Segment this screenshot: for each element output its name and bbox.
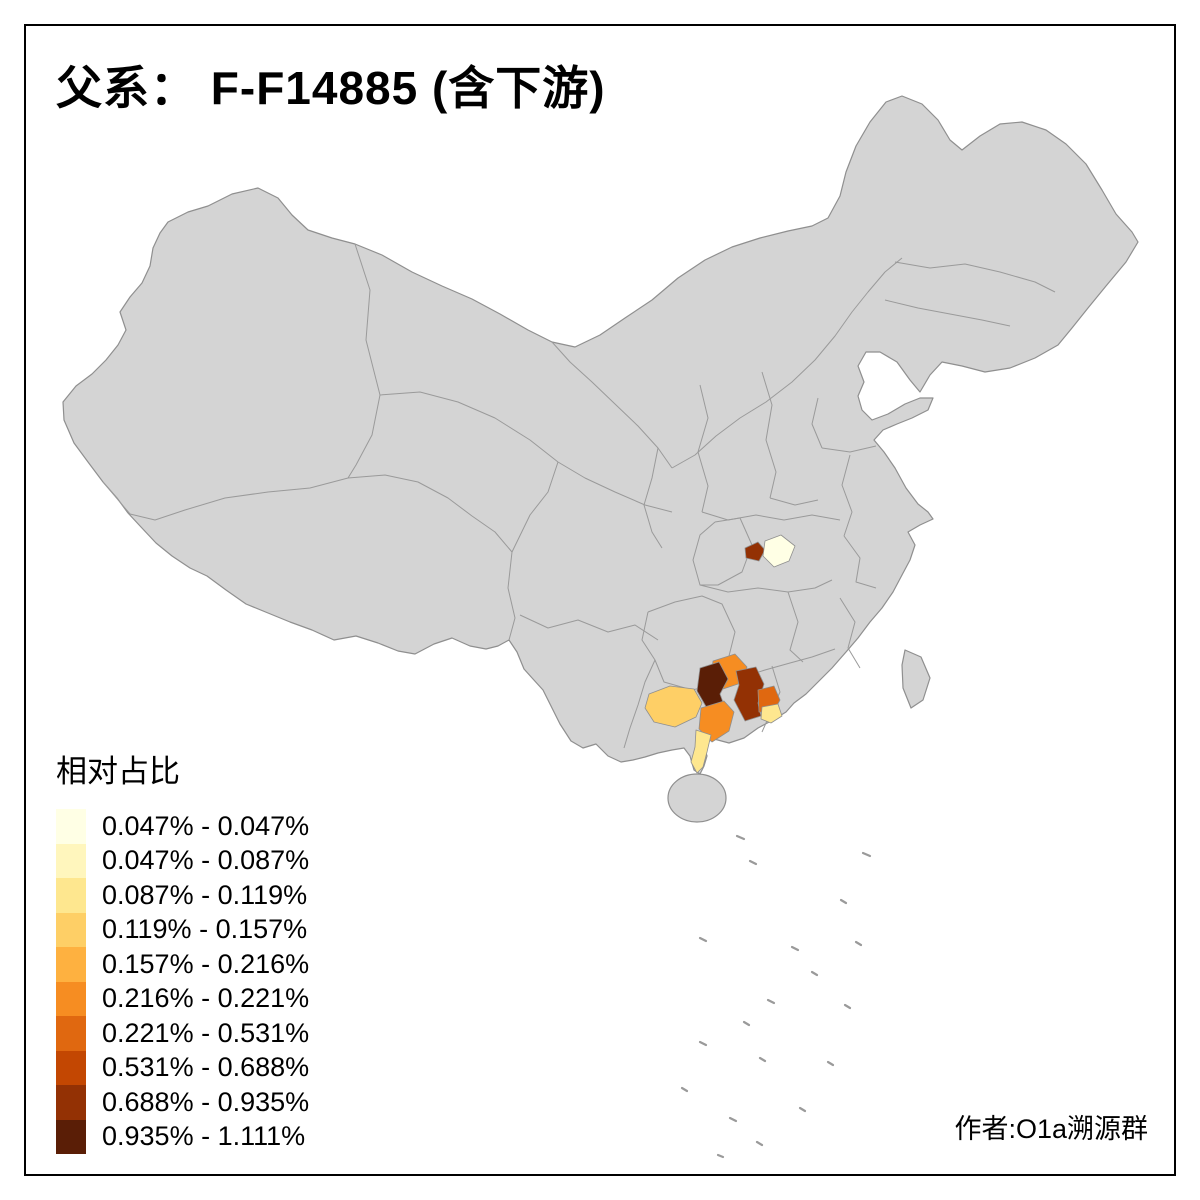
province-border-line — [894, 261, 1056, 293]
islet-mark — [758, 1056, 767, 1063]
map-region-central-dark — [744, 541, 766, 562]
islet-mark — [810, 970, 819, 977]
province-border-line — [347, 474, 516, 641]
province-border-line — [557, 461, 673, 513]
province-border-line — [811, 397, 823, 449]
legend-label: 0.087% - 0.119% — [102, 879, 308, 910]
legend-swatch — [56, 1119, 86, 1154]
legend-item: 0.688% - 0.935% — [56, 1085, 309, 1120]
legend-label: 0.047% - 0.087% — [102, 845, 310, 876]
province-border-line — [839, 597, 861, 669]
islet-mark — [854, 940, 863, 947]
province-border-line — [379, 391, 559, 463]
islet-mark — [680, 1086, 689, 1093]
legend-item: 0.119% - 0.157% — [56, 912, 309, 947]
islet-mark — [698, 1040, 708, 1047]
islet-mark — [728, 1116, 738, 1123]
map-region-south-pale-small — [760, 703, 783, 724]
legend-item: 0.157% - 0.216% — [56, 947, 309, 982]
province-border-line — [699, 579, 833, 593]
province-border-line — [671, 257, 903, 469]
legend-item: 0.087% - 0.119% — [56, 878, 309, 913]
map-region-south-west-light — [644, 685, 703, 728]
china-outline — [62, 95, 1139, 775]
province-border-line — [761, 371, 777, 499]
legend-swatch — [56, 1085, 86, 1120]
islet-mark — [735, 834, 746, 841]
taiwan-island — [901, 649, 931, 709]
province-border-line — [623, 659, 656, 749]
islet-mark — [755, 1140, 764, 1147]
legend-swatch — [56, 878, 86, 913]
islet-mark — [790, 945, 800, 952]
islet-mark — [698, 936, 708, 943]
map-region-central-pale — [762, 534, 796, 568]
province-border-line — [787, 591, 804, 663]
province-border-line — [843, 535, 877, 589]
islet-mark — [839, 898, 848, 905]
legend-label: 0.935% - 1.111% — [102, 1121, 306, 1152]
province-border-line — [519, 614, 659, 641]
author-credit: 作者:O1a溯源群 — [954, 1114, 1148, 1144]
province-border-line — [697, 384, 709, 513]
legend-item: 0.047% - 0.047% — [56, 809, 309, 844]
islet-mark — [766, 998, 776, 1005]
legend-item: 0.221% - 0.531% — [56, 1016, 309, 1051]
legend-item: 0.935% - 1.111% — [56, 1119, 309, 1154]
legend-label: 0.688% - 0.935% — [102, 1086, 310, 1117]
legend-swatch — [56, 1050, 86, 1085]
islet-mark — [798, 1106, 807, 1113]
legend-label: 0.531% - 0.688% — [102, 1052, 310, 1083]
map-region-south-bottom-orange — [698, 700, 735, 743]
province-borders — [102, 243, 1056, 749]
province-border-line — [841, 454, 853, 537]
province-border-line — [692, 517, 753, 586]
legend-swatch — [56, 981, 86, 1016]
legend-label: 0.119% - 0.157% — [102, 914, 308, 945]
legend-item: 0.047% - 0.087% — [56, 843, 310, 878]
south-china-sea-islets — [680, 834, 872, 1159]
legend-label: 0.216% - 0.221% — [102, 983, 310, 1014]
legend-item: 0.216% - 0.221% — [56, 981, 310, 1016]
legend-label: 0.157% - 0.216% — [102, 948, 310, 979]
province-border-line — [884, 299, 1011, 327]
province-border-line — [769, 497, 819, 506]
legend-title: 相对占比 — [56, 754, 180, 789]
legend-swatch — [56, 1016, 86, 1051]
province-border-line — [821, 445, 877, 453]
province-border-line — [102, 477, 349, 521]
legend-item: 0.531% - 0.688% — [56, 1050, 310, 1085]
islet-mark — [826, 1060, 835, 1067]
hainan-island — [667, 773, 727, 823]
province-border-line — [511, 461, 559, 553]
legend-swatch — [56, 809, 86, 844]
map-region-south-darkest — [696, 661, 729, 711]
legend-swatch — [56, 912, 86, 947]
highlighted-regions — [644, 534, 796, 774]
map-region-peninsula-pale — [690, 729, 712, 774]
islet-mark — [748, 859, 758, 866]
islet-mark — [716, 1153, 725, 1159]
map-title: 父系： F-F14885 (含下游) — [56, 62, 606, 114]
islet-mark — [843, 1003, 852, 1010]
legend-label: 0.221% - 0.531% — [102, 1017, 310, 1048]
legend-swatch — [56, 843, 86, 878]
legend: 相对占比 0.047% - 0.047% 0.047% - 0.087% 0.0… — [56, 746, 309, 1154]
province-border-line — [701, 511, 841, 521]
islet-mark — [861, 851, 872, 858]
islet-mark — [742, 1020, 751, 1027]
legend-swatch — [56, 947, 86, 982]
legend-label: 0.047% - 0.047% — [102, 810, 310, 841]
